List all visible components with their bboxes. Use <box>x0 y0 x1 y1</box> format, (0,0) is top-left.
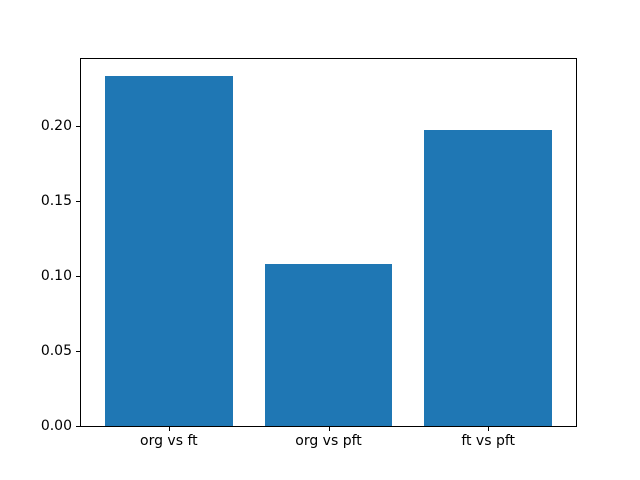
bar-org-vs-pft <box>264 263 393 426</box>
x-tick-label: org vs pft <box>295 433 362 449</box>
y-tick-mark <box>76 350 80 352</box>
x-tick-label: org vs ft <box>140 433 198 449</box>
y-tick-label: 0.20 <box>40 117 72 134</box>
y-tick-mark <box>76 275 80 277</box>
bar-org-vs-ft <box>104 76 233 426</box>
y-tick-mark <box>76 200 80 202</box>
y-tick-label: 0.00 <box>40 418 72 434</box>
bar-ft-vs-pft <box>424 130 553 426</box>
x-tick-mark <box>488 427 490 431</box>
y-tick-mark <box>76 125 80 127</box>
x-tick-mark <box>328 427 330 431</box>
y-tick-label: 0.10 <box>40 267 72 284</box>
y-tick-mark <box>76 426 80 427</box>
y-tick-label: 0.15 <box>40 192 72 209</box>
y-tick-label: 0.05 <box>40 342 72 359</box>
x-tick-mark <box>168 427 170 431</box>
plot-area <box>80 58 577 427</box>
x-tick-label: ft vs pft <box>461 433 516 449</box>
